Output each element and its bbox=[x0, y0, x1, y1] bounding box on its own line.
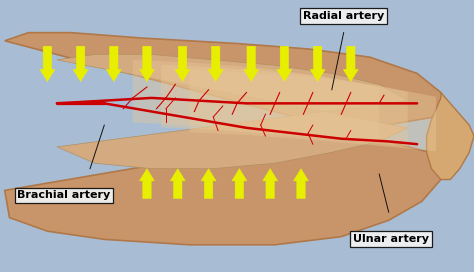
FancyArrow shape bbox=[310, 46, 325, 82]
Polygon shape bbox=[5, 33, 450, 245]
FancyArrow shape bbox=[232, 169, 247, 199]
FancyArrow shape bbox=[208, 46, 223, 82]
FancyArrow shape bbox=[139, 169, 155, 199]
Polygon shape bbox=[133, 60, 379, 141]
FancyArrow shape bbox=[343, 46, 358, 82]
FancyArrow shape bbox=[175, 46, 190, 82]
Text: Brachial artery: Brachial artery bbox=[18, 190, 110, 200]
FancyArrow shape bbox=[40, 46, 55, 82]
FancyArrow shape bbox=[139, 46, 155, 82]
FancyArrow shape bbox=[170, 169, 185, 199]
FancyArrow shape bbox=[277, 46, 292, 82]
FancyArrow shape bbox=[73, 46, 88, 82]
Text: Radial artery: Radial artery bbox=[303, 11, 384, 21]
FancyArrow shape bbox=[244, 46, 259, 82]
Polygon shape bbox=[161, 65, 408, 146]
FancyArrow shape bbox=[263, 169, 278, 199]
Polygon shape bbox=[427, 92, 474, 180]
Polygon shape bbox=[190, 70, 436, 151]
Text: Ulnar artery: Ulnar artery bbox=[353, 234, 429, 244]
FancyArrow shape bbox=[106, 46, 121, 82]
FancyArrow shape bbox=[201, 169, 216, 199]
Polygon shape bbox=[57, 54, 408, 169]
FancyArrow shape bbox=[293, 169, 309, 199]
